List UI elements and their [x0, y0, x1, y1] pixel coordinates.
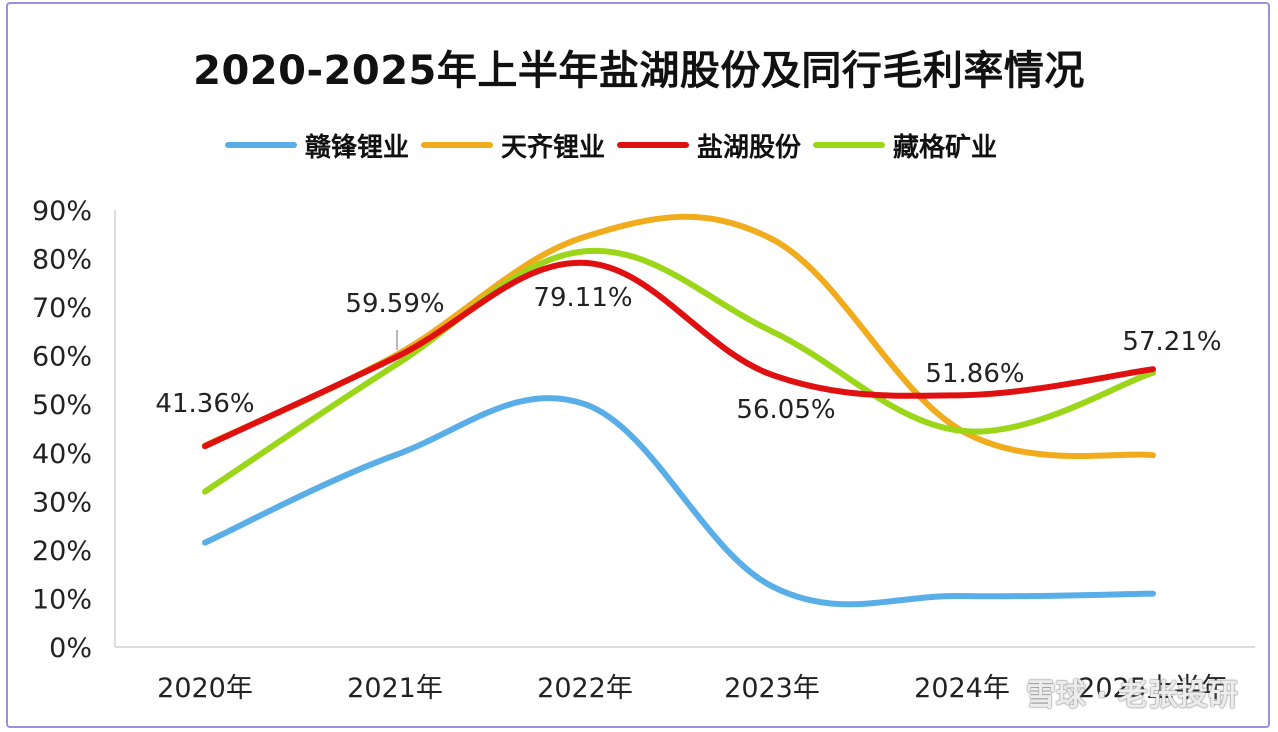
chart-title: 2020-2025年上半年盐湖股份及同行毛利率情况: [193, 48, 1085, 94]
legend-label: 盐湖股份: [697, 132, 802, 163]
legend-item: 赣锋锂业: [225, 127, 409, 164]
legend: 赣锋锂业 天齐锂业 盐湖股份 藏格矿业: [225, 127, 1009, 164]
y-tick-label: 10%: [32, 584, 92, 615]
y-tick-label: 90%: [32, 196, 92, 227]
legend-item: 盐湖股份: [617, 127, 801, 164]
legend-label: 藏格矿业: [893, 132, 998, 163]
y-tick-label: 40%: [32, 439, 92, 470]
legend-label: 赣锋锂业: [305, 132, 410, 163]
legend-swatch: [225, 142, 297, 148]
x-tick-label: 2025上半年: [1078, 673, 1228, 704]
y-tick-label: 30%: [32, 487, 92, 518]
data-label: 56.05%: [736, 395, 835, 425]
legend-swatch: [617, 142, 690, 148]
series-line: [202, 395, 1156, 608]
legend-swatch: [421, 142, 494, 148]
y-tick-label: 20%: [32, 536, 92, 567]
data-label: 59.59%: [345, 289, 444, 319]
legend-item: 天齐锂业: [421, 127, 605, 164]
series-line: [202, 259, 1156, 450]
watermark: 雪球 · 老张投研: [1025, 678, 1238, 713]
x-tick-label: 2023年: [724, 673, 820, 704]
y-tick-label: 50%: [32, 390, 92, 421]
y-tick-label: 0%: [49, 633, 92, 664]
x-tick-label: 2024年: [914, 673, 1010, 704]
data-label: 57.21%: [1122, 327, 1221, 357]
x-tick-label: 2020年: [157, 673, 253, 704]
legend-label: 天齐锂业: [501, 132, 606, 163]
x-tick-label: 2021年: [347, 673, 443, 704]
x-tick-label: 2022年: [537, 673, 633, 704]
y-tick-label: 80%: [32, 245, 92, 276]
legend-swatch: [813, 142, 886, 148]
chart-frame: [6, 2, 1270, 728]
y-tick-label: 60%: [32, 342, 92, 373]
legend-item: 藏格矿业: [813, 127, 997, 164]
data-label: 51.86%: [925, 359, 1024, 389]
y-tick-label: 70%: [32, 293, 92, 324]
data-label: 41.36%: [155, 389, 254, 419]
data-label: 79.11%: [533, 283, 632, 313]
series-line: [202, 247, 1156, 495]
series-line: [202, 213, 1156, 460]
